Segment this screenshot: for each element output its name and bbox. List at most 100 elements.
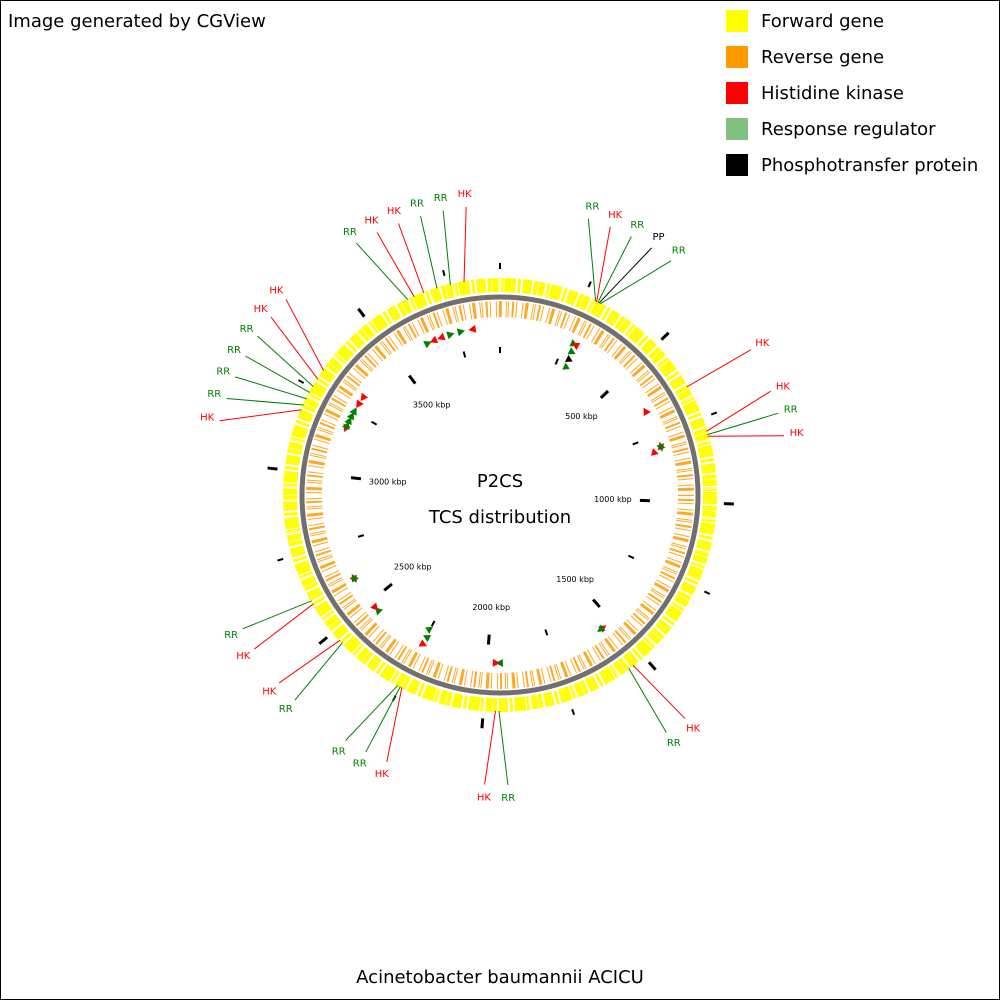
leader-line <box>686 349 752 388</box>
leader-line <box>498 710 509 785</box>
leader-line <box>235 376 307 400</box>
header-title: Image generated by CGView <box>8 11 266 32</box>
tick-label: 1500 kbp <box>556 575 594 584</box>
tick-mark <box>703 590 711 595</box>
tick-mark <box>357 307 366 318</box>
leader-line <box>257 335 314 387</box>
leader-line <box>355 242 409 301</box>
tick-mark <box>442 269 446 277</box>
feature-marker <box>423 341 432 349</box>
feature-label: RR <box>224 630 238 641</box>
leader-line <box>285 299 324 371</box>
feature-marker <box>567 347 576 355</box>
feature-marker <box>370 602 379 611</box>
feature-label: HK <box>755 338 770 349</box>
feature-marker <box>468 324 477 333</box>
leader-line <box>270 316 319 380</box>
leader-line <box>376 232 415 298</box>
feature-marker <box>351 574 359 583</box>
feature-marker <box>423 634 432 643</box>
tick-mark <box>660 331 670 341</box>
legend-swatch <box>726 154 748 176</box>
tick-mark <box>318 636 329 645</box>
leader-line <box>278 639 341 684</box>
leader-line <box>632 664 686 719</box>
tick-mark <box>554 358 559 365</box>
feature-marker <box>651 448 659 456</box>
feature-marker <box>656 443 665 452</box>
tick-mark <box>408 374 417 385</box>
leader-line <box>707 412 779 436</box>
tick-mark <box>462 351 467 358</box>
leader-line <box>219 409 302 422</box>
feature-marker <box>429 335 439 344</box>
tick-mark <box>591 598 601 609</box>
feature-label: HK <box>375 769 390 780</box>
center-title: P2CS <box>477 471 523 492</box>
leader-line <box>442 210 451 285</box>
leader-line <box>242 600 312 630</box>
feature-marker <box>425 626 433 635</box>
feature-label: HK <box>686 723 701 734</box>
feature-label: RR <box>332 746 346 757</box>
leader-line <box>294 642 343 701</box>
feature-marker <box>342 421 350 430</box>
leader-line <box>226 397 304 406</box>
feature-label: RR <box>240 324 254 335</box>
tick-mark <box>267 466 278 471</box>
feature-label: HK <box>262 686 277 697</box>
feature-marker <box>344 416 352 426</box>
leader-line <box>596 226 611 302</box>
tick-mark <box>383 582 393 592</box>
feature-label: HK <box>269 286 284 297</box>
feature-label: RR <box>501 793 515 804</box>
tick-mark <box>632 441 639 446</box>
leader-line <box>386 687 403 763</box>
tick-label: 500 kbp <box>565 412 598 421</box>
leader-line <box>600 260 672 305</box>
feature-marker <box>418 639 427 647</box>
feature-label: RR <box>630 220 644 231</box>
legend-swatch <box>726 10 748 32</box>
leader-line <box>597 236 632 303</box>
tick-mark <box>571 708 576 716</box>
feature-label: HK <box>790 428 805 439</box>
legend-label: Forward gene <box>761 11 884 32</box>
leader-line <box>587 218 597 302</box>
feature-label: HK <box>364 216 379 227</box>
tick-mark <box>480 718 485 729</box>
feature-label: HK <box>458 189 473 200</box>
feature-marker <box>360 392 369 402</box>
tick-mark <box>370 420 378 426</box>
leader-line <box>707 435 784 437</box>
tick-label: 1000 kbp <box>594 495 632 504</box>
feature-label: RR <box>279 704 293 715</box>
feature-marker <box>356 399 364 408</box>
legend-label: Phosphotransfer protein <box>761 155 978 176</box>
reverse-gene-ring <box>306 301 694 689</box>
feature-marker <box>564 354 573 363</box>
feature-label: HK <box>200 412 215 423</box>
tick-label: 3500 kbp <box>413 401 451 410</box>
legend-swatch <box>726 82 748 104</box>
tick-mark <box>587 281 592 288</box>
feature-marker <box>597 624 606 633</box>
tick-mark <box>627 554 635 560</box>
leader-line <box>463 206 467 283</box>
backbone <box>299 294 701 696</box>
legend-swatch <box>726 118 748 140</box>
legend-swatch <box>726 46 748 68</box>
center-subtitle: TCS distribution <box>428 507 571 528</box>
feature-label: HK <box>236 651 251 662</box>
tick-label: 2000 kbp <box>472 603 510 612</box>
feature-marker <box>571 342 581 350</box>
feature-label: RR <box>410 199 424 210</box>
feature-label: RR <box>227 345 241 356</box>
feature-marker <box>643 407 651 416</box>
feature-marker <box>562 362 570 370</box>
feature-marker <box>349 407 357 416</box>
feature-label: RR <box>667 738 681 749</box>
feature-marker <box>346 412 354 421</box>
